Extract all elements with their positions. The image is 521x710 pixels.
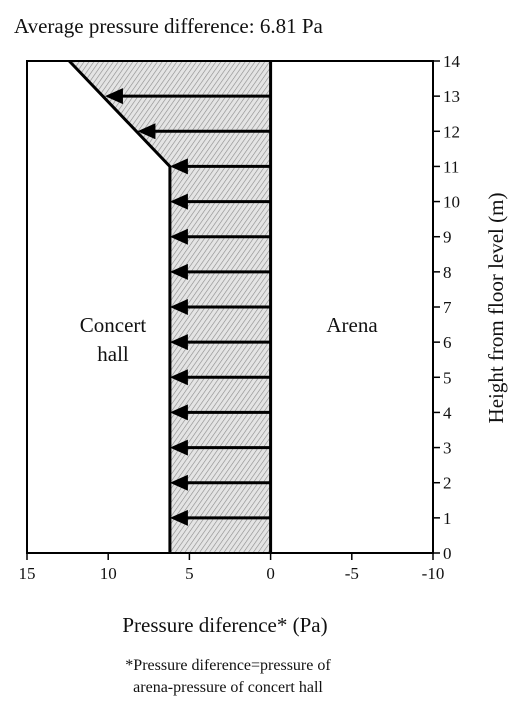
footnote-line1: *Pressure diference=pressure of <box>125 657 331 674</box>
arrow-head-11m <box>169 158 188 175</box>
arrow-head-2m <box>169 474 188 491</box>
arrow-head-7m <box>169 299 188 315</box>
x-axis-label: Pressure diference* (Pa) <box>122 613 327 637</box>
x-tick-label--10: -10 <box>422 564 445 583</box>
y-tick-label-6: 6 <box>443 333 452 352</box>
y-tick-label-1: 1 <box>443 509 452 528</box>
y-tick-label-14: 14 <box>443 52 461 71</box>
y-tick-label-2: 2 <box>443 474 452 493</box>
arrow-head-3m <box>169 439 188 456</box>
y-tick-label-9: 9 <box>443 228 452 247</box>
region-label-right: Arena <box>326 313 378 337</box>
arrow-head-12m <box>137 123 156 140</box>
arrow-head-1m <box>169 509 188 526</box>
arrow-head-10m <box>169 193 188 210</box>
arrow-head-5m <box>169 369 188 386</box>
arrow-head-13m <box>104 88 123 105</box>
y-tick-label-8: 8 <box>443 263 452 282</box>
footnote-line2: arena-pressure of concert hall <box>133 679 323 696</box>
arrow-head-9m <box>169 228 188 245</box>
y-tick-label-11: 11 <box>443 157 459 176</box>
x-tick-label-5: 5 <box>185 564 194 583</box>
x-tick-label-0: 0 <box>266 564 275 583</box>
arrow-head-6m <box>169 334 188 351</box>
region-label-left-line1: Concert <box>80 313 147 337</box>
y-tick-label-13: 13 <box>443 87 460 106</box>
y-axis-label: Height from floor level (m) <box>484 193 508 424</box>
chart-title: Average pressure difference: 6.81 Pa <box>14 14 324 38</box>
y-tick-label-5: 5 <box>443 368 452 387</box>
x-tick-label--5: -5 <box>345 564 359 583</box>
x-tick-label-15: 15 <box>19 564 36 583</box>
y-tick-label-0: 0 <box>443 544 452 563</box>
y-tick-label-12: 12 <box>443 122 460 141</box>
region-label-left-line2: hall <box>97 342 129 366</box>
arrow-head-4m <box>169 404 188 421</box>
x-tick-label-10: 10 <box>100 564 117 583</box>
y-tick-label-3: 3 <box>443 439 452 458</box>
y-tick-label-10: 10 <box>443 193 460 212</box>
y-tick-label-7: 7 <box>443 298 452 317</box>
y-tick-label-4: 4 <box>443 403 452 422</box>
arrow-head-8m <box>169 263 188 280</box>
